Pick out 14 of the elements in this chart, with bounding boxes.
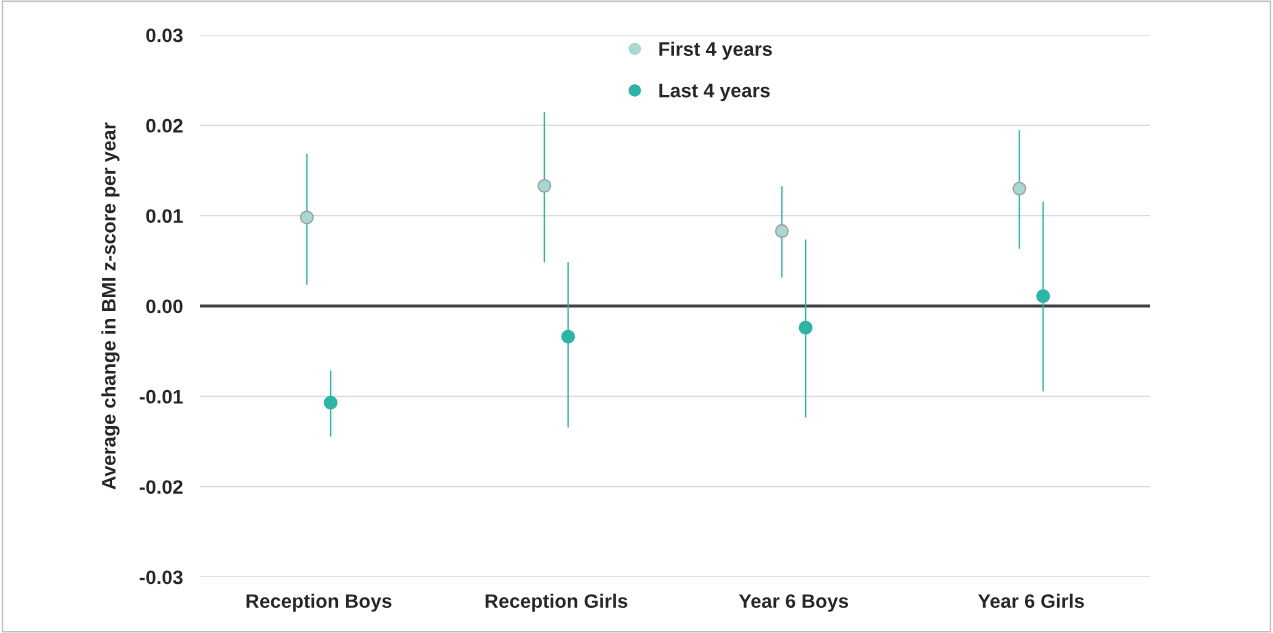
x-tick-label: Year 6 Girls [978,593,1084,608]
y-tick-label: -0.01 [139,389,183,404]
x-tick-label: Reception Girls [485,593,628,612]
y-tick-label: 0.01 [146,209,183,223]
y-tick-label: 0.02 [146,118,183,133]
legend-label: First 4 years [659,41,772,60]
y-tick-label: -0.03 [139,570,183,585]
y-tick-label: -0.02 [139,480,183,494]
y-tick-label: 0.03 [146,28,183,43]
x-tick-label: Reception Boys [246,593,392,612]
y-tick-label: 0.00 [146,299,183,314]
x-tick-label: Year 6 Boys [738,594,849,612]
y-axis-title: Average change in BMI z-score per year [101,122,120,490]
legend-label: Last 4 years [659,83,770,102]
